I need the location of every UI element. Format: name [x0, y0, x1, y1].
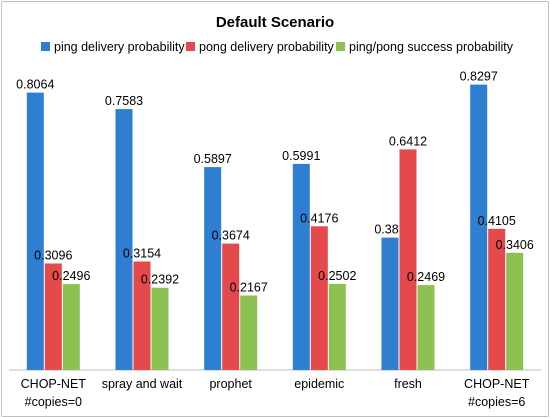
category-label-6-line-1: CHOP-NET: [464, 377, 530, 391]
data-label-series-3-category-3: 0.2167: [230, 281, 268, 295]
data-label-series-2-category-3: 0.3674: [212, 229, 250, 243]
data-label-series-2-category-5: 0.6412: [389, 134, 427, 148]
chart-title: Default Scenario: [216, 14, 334, 31]
category-label-2: spray and wait: [102, 377, 183, 391]
data-label-series-2-category-2: 0.3154: [123, 247, 161, 261]
category-label-4: epidemic: [294, 377, 344, 391]
legend-label-ping: ping delivery probability: [54, 40, 185, 54]
bar-series-1-category-3: [204, 167, 222, 370]
category-label-1-line-2: #copies=0: [25, 395, 82, 409]
data-label-series-3-category-4: 0.2502: [318, 269, 356, 283]
data-label-series-3-category-1: 0.2496: [52, 269, 90, 283]
bar-series-3-category-4: [328, 283, 346, 370]
bar-series-3-category-1: [62, 284, 80, 370]
bar-series-3-category-2: [151, 287, 169, 370]
bar-series-2-category-2: [133, 261, 151, 370]
category-label-6-line-2: #copies=6: [468, 395, 525, 409]
legend-label-pong: pong delivery probability: [199, 40, 335, 54]
bar-series-2-category-4: [310, 226, 328, 370]
bar-series-1-category-1: [26, 92, 44, 370]
data-label-series-1-category-1: 0.8064: [16, 78, 54, 92]
legend: ping delivery probability pong delivery …: [41, 40, 514, 54]
legend-swatch-ping: [41, 42, 50, 51]
category-label-3: prophet: [209, 377, 252, 391]
data-label-series-2-category-6: 0.4105: [478, 214, 516, 228]
bar-series-3-category-6: [506, 252, 524, 370]
legend-swatch-success: [336, 42, 345, 51]
data-label-series-1-category-3: 0.5897: [194, 152, 232, 166]
data-label-series-1-category-5: 0.385: [374, 223, 405, 237]
bar-series-1-category-4: [292, 163, 310, 370]
bar-series-1-category-2: [115, 109, 133, 370]
data-label-series-3-category-6: 0.3406: [496, 238, 534, 252]
data-label-series-3-category-5: 0.2469: [407, 270, 445, 284]
data-label-series-1-category-2: 0.7583: [105, 94, 143, 108]
data-label-series-2-category-1: 0.3096: [34, 249, 72, 263]
bar-series-2-category-6: [488, 228, 506, 370]
category-label-5: fresh: [394, 377, 422, 391]
legend-swatch-pong: [186, 42, 195, 51]
legend-label-success: ping/pong success probability: [349, 40, 514, 54]
category-label-1-line-1: CHOP-NET: [21, 377, 87, 391]
bar-series-2-category-3: [222, 243, 240, 370]
data-label-series-1-category-6: 0.8297: [460, 70, 498, 84]
data-label-series-1-category-4: 0.5991: [282, 149, 320, 163]
bar-series-1-category-6: [470, 84, 488, 370]
plot-area: 0.8064 0.3096 0.2496 CHOP-NET #copies=0 0.758…: [9, 70, 541, 409]
bar-series-3-category-5: [417, 285, 435, 370]
bar-series-2-category-5: [399, 149, 417, 370]
data-label-series-2-category-4: 0.4176: [300, 211, 338, 225]
data-label-series-3-category-2: 0.2392: [141, 273, 179, 287]
bar-series-2-category-1: [44, 263, 62, 370]
bar-series-1-category-5: [381, 237, 399, 370]
bar-series-3-category-3: [240, 295, 258, 370]
